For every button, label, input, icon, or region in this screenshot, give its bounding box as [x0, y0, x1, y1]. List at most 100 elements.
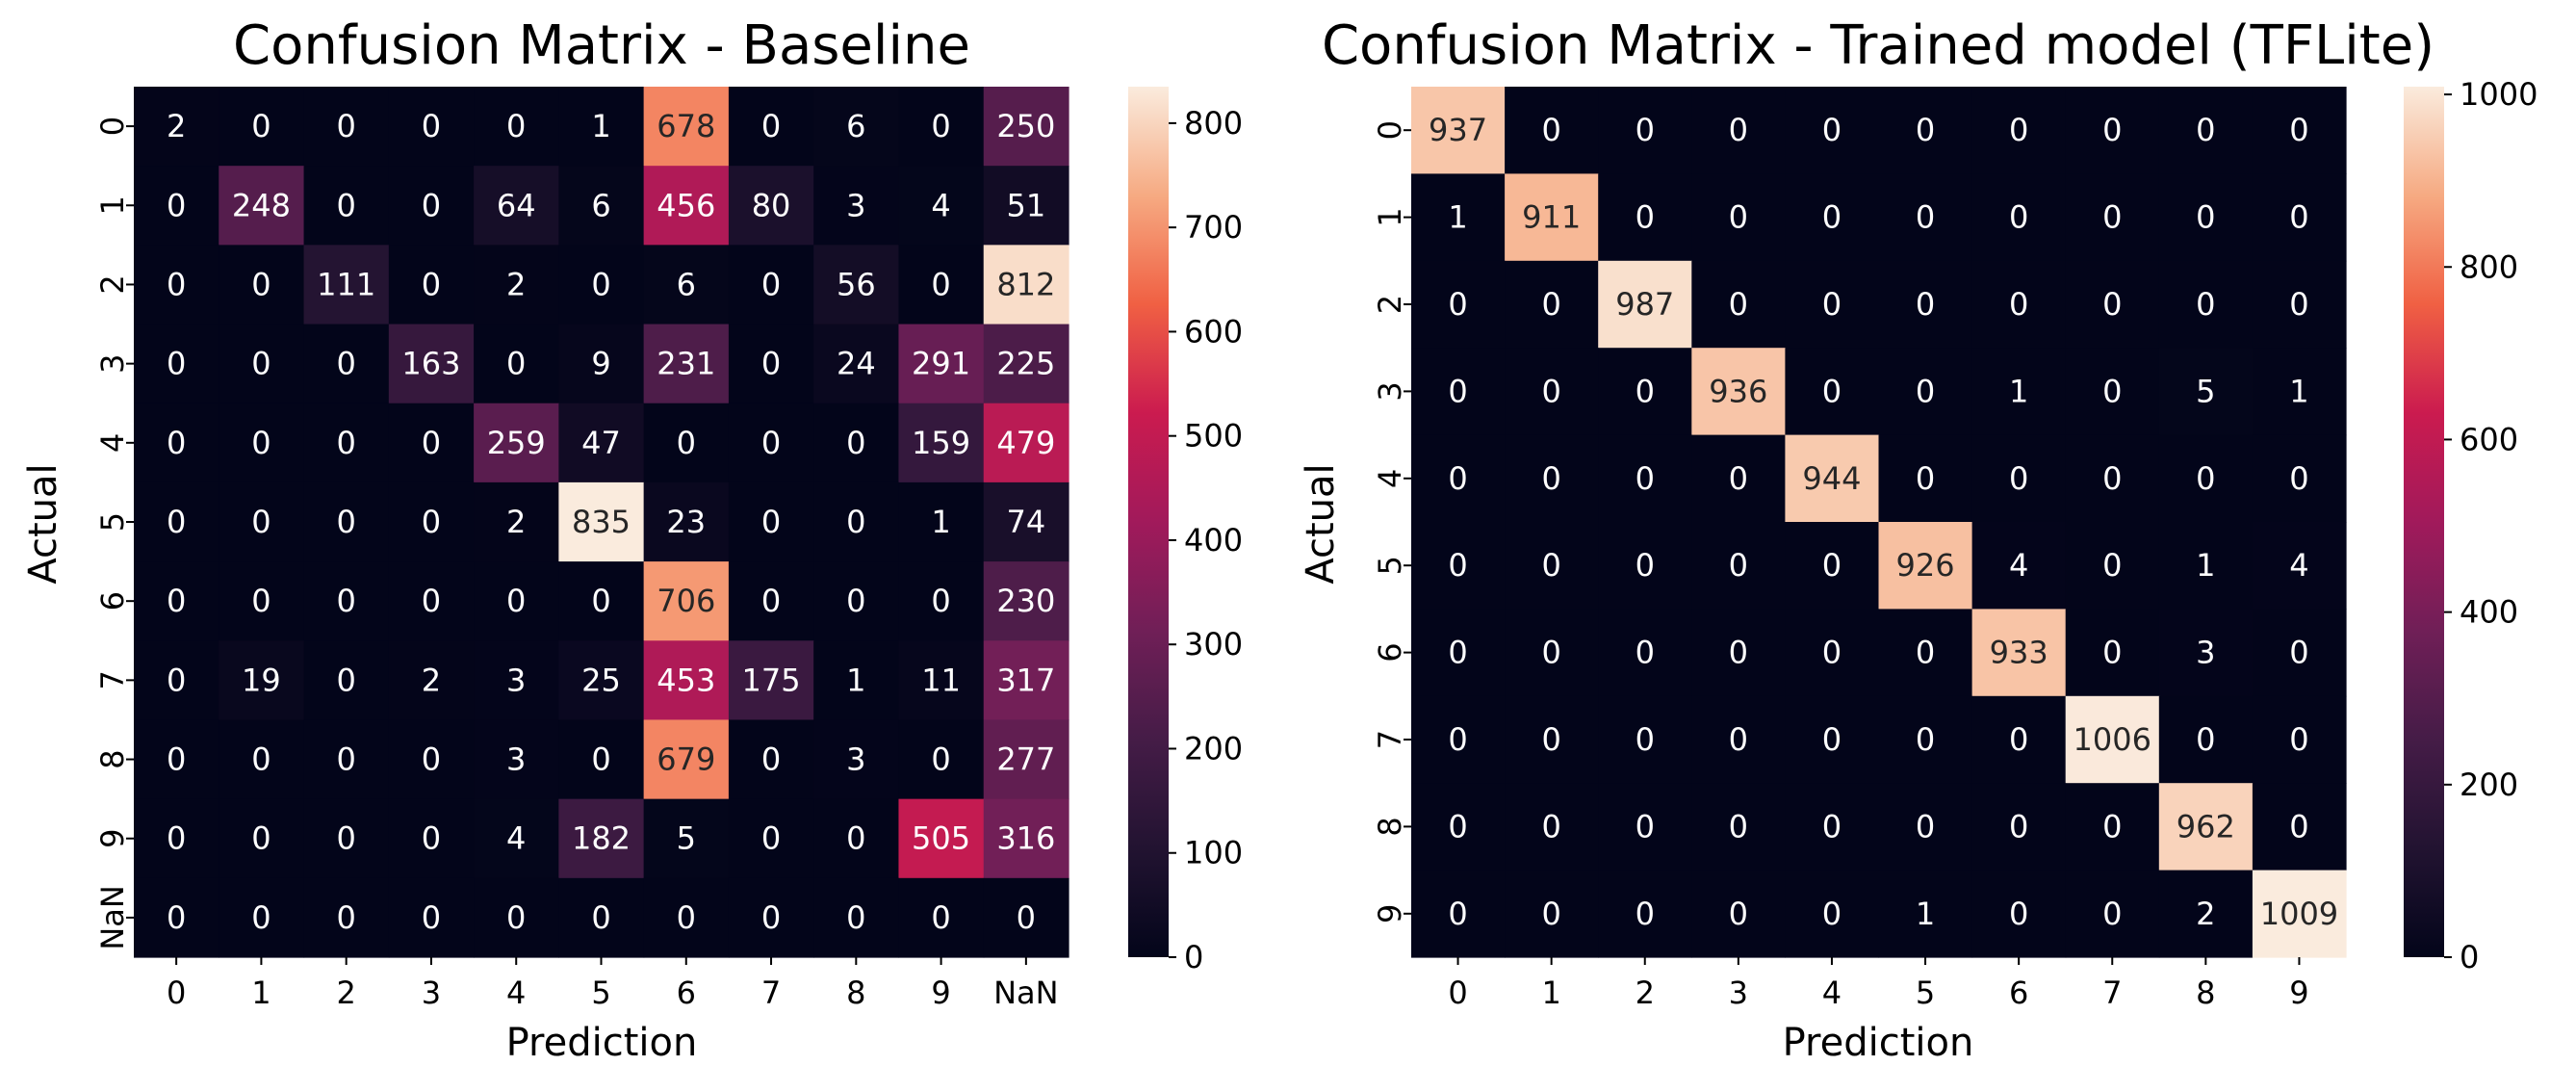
- heatmap-cell: [558, 640, 645, 721]
- y-tick-label: 0: [94, 117, 131, 136]
- x-tick-label: 3: [422, 975, 441, 1011]
- cell-value-label: 19: [242, 662, 281, 698]
- heatmap-cell: [813, 561, 900, 641]
- cell-value-label: 0: [761, 899, 781, 936]
- heatmap-cell: [388, 640, 475, 721]
- cell-value-label: 2: [506, 266, 526, 302]
- heatmap-cell: [898, 324, 985, 404]
- cell-value-label: 277: [996, 741, 1055, 778]
- heatmap-cell: [2065, 522, 2160, 610]
- heatmap-cell: [813, 798, 900, 879]
- cell-value-label: 316: [996, 820, 1055, 857]
- heatmap-cell: [2158, 609, 2254, 697]
- heatmap-cell: [388, 481, 475, 562]
- heatmap-cell: [1411, 434, 1506, 523]
- heatmap-cell: [1691, 173, 1786, 262]
- heatmap-cell: [388, 719, 475, 800]
- cell-value-label: 0: [1448, 460, 1467, 497]
- cell-value-label: 0: [2102, 547, 2122, 584]
- colorbar-ticks: 0 100 200 300 400 500 600 700 800: [1169, 105, 1243, 975]
- heatmap-cell: [474, 798, 559, 879]
- cell-value-label: 0: [422, 583, 441, 619]
- cell-value-label: 962: [2177, 808, 2235, 845]
- cell-value-label: 6: [846, 108, 865, 144]
- heatmap-cell: [1505, 173, 1599, 262]
- heatmap-cell: [1598, 783, 1692, 871]
- cell-value-label: 0: [167, 187, 186, 223]
- cell-value-label: 0: [422, 425, 441, 461]
- y-tick-label: 2: [94, 274, 131, 294]
- heatmap-cell: [219, 166, 305, 246]
- heatmap-cell: [728, 798, 814, 879]
- x-tick-label: 6: [2009, 975, 2028, 1011]
- heatmap-cell: [1785, 434, 1880, 523]
- cell-value-label: 0: [1729, 635, 1748, 671]
- cell-value-label: 0: [1916, 635, 1935, 671]
- trained-model-confusion-matrix: Confusion Matrix - Trained model (TFLite…: [1299, 14, 2537, 1065]
- x-tick-labels: 0 1 2 3 4 5 6 7 8 9 NaN: [167, 957, 1059, 1011]
- cell-value-label: 0: [2196, 112, 2215, 148]
- heatmap-cell: [1878, 870, 1973, 958]
- heatmap-cell: [1505, 695, 1599, 784]
- heatmap-cell: [813, 166, 900, 246]
- cell-value-label: 0: [761, 266, 781, 302]
- heatmap-cell: [474, 324, 559, 404]
- y-tick-label: 3: [1372, 381, 1408, 401]
- heatmap-cell: [1785, 260, 1880, 349]
- heatmap-cell: [1505, 87, 1599, 174]
- cell-value-label: 0: [251, 820, 270, 857]
- heatmap-cell: [558, 719, 645, 800]
- heatmap-cell: [728, 877, 814, 958]
- heatmap-cell: [1878, 348, 1973, 436]
- cell-value-label: 0: [337, 108, 356, 144]
- heatmap-cell: [983, 640, 1069, 721]
- heatmap-cell: [728, 561, 814, 641]
- heatmap-cell: [1411, 609, 1506, 697]
- heatmap-cell: [474, 640, 559, 721]
- cell-value-label: 1: [591, 108, 610, 144]
- heatmap-cell: [134, 877, 219, 958]
- cell-value-label: 0: [1448, 373, 1467, 409]
- heatmap-cell: [1878, 173, 1973, 262]
- cell-value-label: 1: [2009, 373, 2028, 409]
- heatmap-cell: [474, 245, 559, 325]
- heatmap-cell: [1878, 522, 1973, 610]
- heatmap-cells: [134, 87, 1069, 958]
- cell-value-label: 0: [2102, 199, 2122, 236]
- heatmap-cell: [643, 324, 730, 404]
- cell-value-label: 0: [2009, 460, 2028, 497]
- heatmap-cell: [1785, 870, 1880, 958]
- heatmap-cell: [134, 719, 219, 800]
- heatmap-cell: [2252, 870, 2347, 958]
- cell-value-label: 0: [2289, 460, 2308, 497]
- cell-value-label: 835: [572, 504, 631, 540]
- y-tick-label: 1: [1372, 207, 1408, 226]
- colorbar: [1128, 87, 1169, 957]
- cell-value-label: 163: [401, 346, 460, 382]
- heatmap-cell: [1411, 87, 1506, 174]
- cell-value-label: 0: [931, 741, 950, 778]
- cell-value-label: 2: [506, 504, 526, 540]
- heatmap-cell: [219, 481, 305, 562]
- cell-value-label: 0: [761, 425, 781, 461]
- heatmap-cell: [2158, 522, 2254, 610]
- heatmap-cell: [643, 481, 730, 562]
- x-tick-label: 1: [251, 975, 270, 1011]
- heatmap-cell: [474, 403, 559, 483]
- x-tick-label: 8: [846, 975, 865, 1011]
- cell-value-label: 0: [2009, 199, 2028, 236]
- cell-value-label: 4: [2289, 547, 2308, 584]
- heatmap-cell: [1971, 87, 2067, 174]
- cell-value-label: 64: [497, 187, 536, 223]
- heatmap-cell: [558, 166, 645, 246]
- heatmap-cell: [1691, 260, 1786, 349]
- cell-value-label: 0: [1822, 635, 1842, 671]
- cell-value-label: 0: [167, 346, 186, 382]
- cell-value-label: 0: [2289, 199, 2308, 236]
- heatmap-cell: [1691, 522, 1786, 610]
- heatmap-cell: [303, 87, 390, 167]
- x-tick-label: NaN: [993, 975, 1058, 1011]
- heatmap-cell: [388, 403, 475, 483]
- heatmap-cell: [1411, 522, 1506, 610]
